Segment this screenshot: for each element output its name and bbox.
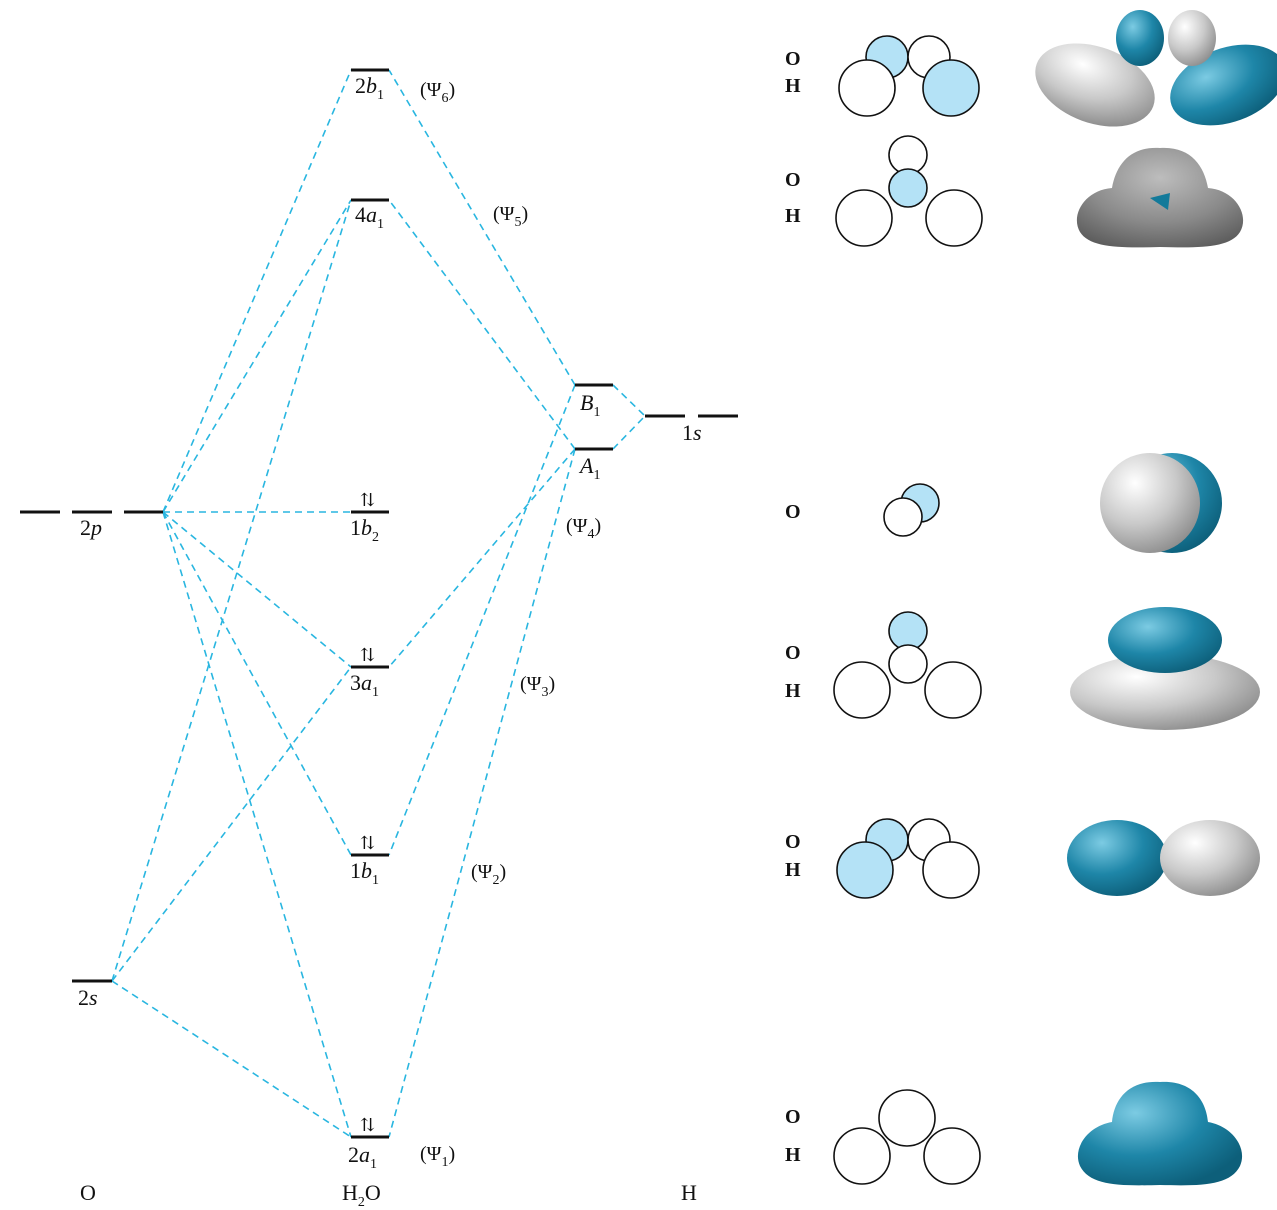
schematic-psi3-o-label: O	[785, 642, 801, 664]
psi2-surface-gray-right	[1160, 820, 1260, 896]
surface-psi6	[1035, 10, 1277, 127]
schematic-psi1: O H	[785, 1089, 981, 1185]
schematic-psi2: O H	[785, 818, 980, 899]
oxygen-2s-label: 2s	[78, 985, 98, 1010]
schematic-psi4: O	[785, 483, 940, 537]
column-labels: O H2O H	[80, 1180, 697, 1210]
mo-1b1-label: 1b1	[350, 858, 379, 888]
schematic-psi6: O H	[785, 35, 980, 117]
connector-2p-2b1	[162, 69, 352, 513]
psi2-label: (Ψ2)	[471, 861, 506, 888]
psi4-surface-gray-front	[1100, 453, 1200, 553]
schematic-psi4-o-label: O	[785, 501, 801, 523]
connector-2s-3a1	[111, 666, 352, 982]
psi6-label: (Ψ6)	[420, 79, 455, 106]
schematic-psi1-h-label: H	[785, 1144, 801, 1166]
mo-4a1-label: 4a1	[355, 202, 384, 232]
psi6-surface-lobe-teal-right	[1170, 44, 1277, 126]
mo-2a1-electrons: ⇅	[360, 1115, 375, 1135]
psi6-h-left	[838, 59, 896, 117]
psi3-h-right	[924, 661, 982, 719]
schematic-psi6-h-label: H	[785, 75, 801, 97]
schematic-psi3-h-label: H	[785, 680, 801, 702]
psi5-label: (Ψ5)	[493, 203, 528, 230]
schematic-psi2-o-label: O	[785, 831, 801, 853]
psi6-surface-lobe-gray-top	[1168, 10, 1216, 66]
h-1s-label: 1s	[682, 420, 702, 445]
connector-a1-4a1	[388, 199, 576, 450]
schematic-psi3: O H	[785, 611, 982, 719]
mo-2b1-label: 2b1	[355, 73, 384, 103]
psi2-h-left	[836, 841, 894, 899]
psi3-h-left	[833, 661, 891, 719]
h-b1-label: B1	[580, 390, 600, 420]
surface-psi3	[1070, 607, 1260, 730]
connector-b1-1s	[612, 384, 646, 417]
correlation-lines	[111, 69, 646, 1138]
psi3-surface-gray-bottom	[1070, 654, 1260, 730]
connector-2p-2a1	[162, 511, 352, 1138]
surface-psi4	[1100, 453, 1222, 553]
connector-2s-4a1	[111, 199, 352, 982]
connector-a1-3a1	[388, 448, 576, 668]
psi1-surface-body	[1077, 1081, 1243, 1186]
psi4-o-lobe-open	[883, 497, 923, 537]
psi3-o-lobe-bottom	[888, 644, 928, 684]
psi6-h-right	[922, 59, 980, 117]
psi2-h-right	[922, 841, 980, 899]
psi1-label: (Ψ1)	[420, 1143, 455, 1170]
connector-a1-1s	[612, 415, 646, 450]
psi1-o-orbital	[878, 1089, 936, 1147]
hydrogen-levels: B1 A1 1s	[575, 383, 738, 483]
connector-b1-1b1	[388, 384, 576, 856]
schematic-psi5-o-label: O	[785, 169, 801, 191]
connector-2p-4a1	[162, 199, 352, 513]
oxygen-levels: 2p 2s	[20, 510, 163, 1010]
psi6-surface-lobe-gray-left	[1035, 43, 1155, 127]
psi5-h-right	[925, 189, 983, 247]
mo-1b2-electrons: ⇅	[360, 490, 375, 510]
h-a1-label: A1	[578, 453, 600, 483]
psi4-label: (Ψ4)	[566, 515, 601, 542]
mo-3a1-label: 3a1	[350, 670, 379, 700]
schematic-psi5: O H	[785, 135, 983, 247]
psi5-o-lobe-bottom	[888, 168, 928, 208]
psi5-surface-inner-teal	[1150, 193, 1170, 210]
psi6-surface-lobe-teal-top	[1116, 10, 1164, 66]
connector-2s-2a1	[111, 980, 352, 1138]
connector-a1-2a1	[388, 448, 576, 1138]
oxygen-2p-label: 2p	[80, 515, 102, 540]
psi5-h-left	[835, 189, 893, 247]
schematic-psi5-h-label: H	[785, 205, 801, 227]
surface-psi1	[1077, 1081, 1243, 1186]
connector-2p-3a1	[162, 511, 352, 668]
surface-psi2	[1067, 820, 1260, 896]
orbital-schematics: O H O H O O H	[785, 35, 983, 1185]
surface-psi5	[1076, 147, 1244, 248]
column-label-hydrogen: H	[681, 1180, 697, 1205]
mo-1b2-label: 1b2	[350, 515, 379, 545]
psi3-surface-teal-top	[1108, 607, 1222, 673]
schematic-psi2-h-label: H	[785, 859, 801, 881]
connector-2p-1b1	[162, 511, 352, 856]
psi1-h-right	[923, 1127, 981, 1185]
column-label-oxygen: O	[80, 1180, 96, 1205]
psi3-label: (Ψ3)	[520, 673, 555, 700]
mo-2a1-label: 2a1	[348, 1142, 377, 1172]
column-label-water: H2O	[342, 1180, 381, 1210]
psi1-h-left	[833, 1127, 891, 1185]
water-mo-levels: 2b1 (Ψ6) 4a1 (Ψ5) ⇅ 1b2 (Ψ4) ⇅ 3a1 (Ψ3) …	[348, 68, 601, 1172]
mo-3a1-electrons: ⇅	[360, 645, 375, 665]
psi2-surface-teal-left	[1067, 820, 1167, 896]
schematic-psi6-o-label: O	[785, 48, 801, 70]
orbital-surfaces	[1035, 10, 1277, 1186]
mo-1b1-electrons: ⇅	[360, 833, 375, 853]
connector-b1-2b1	[388, 69, 576, 386]
schematic-psi1-o-label: O	[785, 1106, 801, 1128]
